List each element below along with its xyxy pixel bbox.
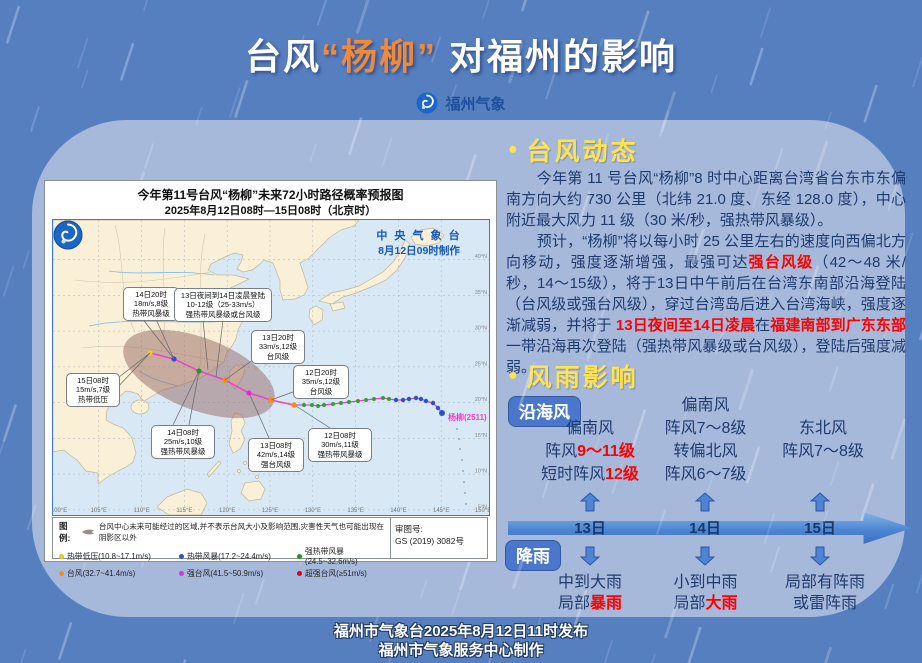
legend-item: 热带风暴(17.2~24.4m/s) xyxy=(179,546,297,566)
callout-14d08h: 14日08时 25m/s,10级 强热带风暴级 xyxy=(151,425,215,460)
up-arrow-icon xyxy=(810,492,830,512)
callout-15d08h: 15日08时 15m/s,7级 热带低压 xyxy=(66,373,120,408)
legend-dot xyxy=(179,553,184,559)
map-review-number: 审图号: GS (2019) 3082号 xyxy=(390,518,487,558)
legend-item: 强热带风暴(24.5~32.6m/s) xyxy=(297,546,386,566)
earlier-track-dots xyxy=(456,428,467,505)
svg-text:120°E: 120°E xyxy=(219,508,235,514)
map-title: 今年第11号台风“杨柳”未来72小时路径概率预报图 xyxy=(137,188,404,202)
dynamics-paragraph-2: 预计，“杨柳”将以每小时 25 公里左右的速度向西偏北方向移动，强度逐渐增强，最… xyxy=(506,233,906,376)
legend-item: 超强台风(≥51m/s) xyxy=(297,568,386,579)
svg-text:15°N: 15°N xyxy=(475,433,487,439)
callout-13d20h: 13日20时 33m/s,12级 台风级 xyxy=(251,330,305,365)
svg-text:130°E: 130°E xyxy=(305,508,321,514)
svg-text:105°E: 105°E xyxy=(91,508,107,514)
dynamics-paragraph-1: 今年第 11 号台风“杨柳”8 时中心距离台湾省台东市东偏南方向大约 730 公… xyxy=(506,170,906,229)
footer-issuer: 福州市气象台2025年8月12日11时发布 xyxy=(333,623,589,640)
svg-text:110°E: 110°E xyxy=(134,508,150,514)
storm-position-label: 杨柳(2511) xyxy=(448,413,487,422)
cma-swirl-icon xyxy=(53,220,83,250)
rain-column-day15: 局部有阵雨 或雷阵雨 xyxy=(784,574,865,612)
svg-text:35°N: 35°N xyxy=(475,290,487,296)
svg-text:100°E: 100°E xyxy=(53,508,67,514)
svg-text:135°E: 135°E xyxy=(347,508,363,514)
svg-text:115°E: 115°E xyxy=(176,508,192,514)
legend-item: 强台风(41.5~50.9m/s) xyxy=(179,568,297,579)
timeline-dates: 13日 14日 15日 xyxy=(508,515,912,541)
svg-text:145°E: 145°E xyxy=(433,508,449,514)
map-legend: 图例: 台风中心未来可能经过的区域,并不表示台风大小及影响范围,灾害性天气也可能… xyxy=(52,517,488,578)
callout-12d08h: 12日08时 30m/s,11级 强热带风暴级 xyxy=(308,428,372,463)
brand: 福州气象 xyxy=(0,92,922,114)
map-source-credit: 中 央 气 象 台 8月12日09时制作 xyxy=(376,230,462,257)
legend-item: 热带低压(10.8~17.1m/s) xyxy=(59,546,179,566)
legend-dot xyxy=(59,571,64,576)
legend-dot xyxy=(297,571,302,576)
up-arrow-icon xyxy=(695,492,715,512)
callout-landfall: 13日夜间到14日凌晨登陆 10-12级（25-33m/s） 强热带风暴级或台风级 xyxy=(174,288,272,323)
svg-text:30°N: 30°N xyxy=(475,326,487,332)
callout-13d08h: 13日08时 42m/s,14级 强台风级 xyxy=(248,438,304,473)
up-arrow-icon xyxy=(580,492,600,512)
bullet-icon: ● xyxy=(508,141,518,158)
section-typhoon-dynamics: ● 台风动态 xyxy=(508,138,639,166)
lat-labels: 40°N 35°N 30°N 25°N 20°N 15°N 10°N 5°N xyxy=(475,254,487,510)
section-wind-rain-impact: ● 风雨影响 xyxy=(508,364,639,392)
svg-text:20°N: 20°N xyxy=(475,397,487,403)
timeline-date-13: 13日 xyxy=(574,520,606,537)
callout-14d20h: 14日20时 18m/s,8级 热带风暴级 xyxy=(123,287,179,322)
brand-name: 福州气象 xyxy=(445,95,506,113)
down-arrow-icon xyxy=(695,546,715,566)
forecast-cone-icon xyxy=(81,529,94,535)
legend-item: 台风(32.7~41.4m/s) xyxy=(59,568,179,579)
weather-swirl-icon xyxy=(416,92,438,114)
timeline-date-14: 14日 xyxy=(689,520,721,537)
map-canvas: 100°E 105°E 110°E 115°E 120°E 125°E 130°… xyxy=(52,219,490,516)
wind-column-day15: 东北风 阵风7～8级 xyxy=(782,420,864,460)
svg-text:5°N: 5°N xyxy=(478,504,487,510)
svg-text:25°N: 25°N xyxy=(475,361,487,367)
svg-text:10°N: 10°N xyxy=(475,469,487,475)
footer-producer: 福州市气象服务中心制作 xyxy=(378,642,544,659)
typhoon-track-map: 今年第11号台风“杨柳”未来72小时路径概率预报图 2025年8月12日08时—… xyxy=(44,180,497,578)
svg-text:140°E: 140°E xyxy=(390,508,406,514)
dynamics-text: 今年第 11 号台风“杨柳”8 时中心距离台湾省台东市东偏南方向大约 730 公… xyxy=(506,168,906,378)
title-suffix: 对福州的影响 xyxy=(437,36,678,77)
down-arrow-icon xyxy=(810,546,830,566)
map-subtitle: 2025年8月12日08时—15日08时（北京时） xyxy=(164,205,377,217)
title-prefix: 台风 xyxy=(244,36,321,77)
timeline-date-15: 15日 xyxy=(804,520,836,537)
legend-cone-note: 台风中心未来可能经过的区域,并不表示台风大小及影响范围,灾害性天气也可能出现在阴… xyxy=(98,522,385,542)
legend-label: 图例: xyxy=(59,521,71,543)
legend-dot xyxy=(297,553,302,559)
legend-dot xyxy=(179,571,184,576)
bullet-icon: ● xyxy=(508,367,518,384)
rainfall-badge: 降雨 xyxy=(505,540,561,571)
down-arrow-icon xyxy=(580,546,600,566)
legend-dot xyxy=(59,553,64,559)
title-typhoon-name: “杨柳” xyxy=(320,36,437,77)
svg-text:125°E: 125°E xyxy=(262,508,278,514)
page-title: 台风“杨柳” 对福州的影响 xyxy=(0,28,922,80)
callout-12d20h: 12日20时 35m/s,12级 台风级 xyxy=(293,365,349,400)
lon-labels: 100°E 105°E 110°E 115°E 120°E 125°E 130°… xyxy=(53,508,489,514)
